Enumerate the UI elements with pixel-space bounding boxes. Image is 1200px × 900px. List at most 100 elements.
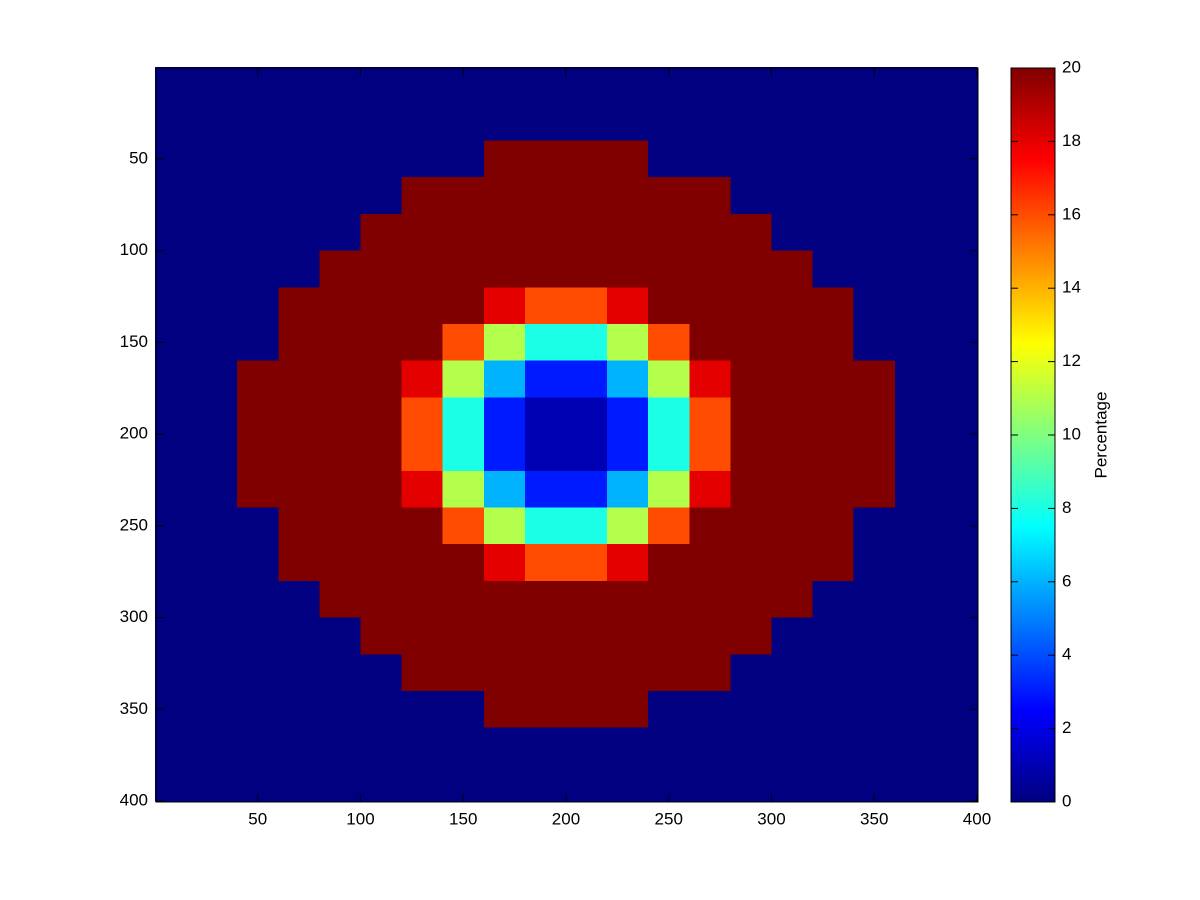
heatmap-cell: [607, 617, 649, 655]
heatmap-cell: [607, 287, 649, 325]
heatmap-cell: [935, 580, 978, 619]
heatmap-cell: [319, 617, 362, 655]
heatmap-cell: [812, 727, 855, 765]
heatmap-cell: [648, 287, 690, 325]
heatmap-cell: [894, 360, 937, 398]
heatmap-cell: [319, 654, 362, 692]
heatmap-cell: [442, 654, 485, 692]
heatmap-cell: [689, 213, 731, 252]
colorbar-tick-label: 16: [1062, 204, 1081, 223]
heatmap-cell: [730, 764, 773, 802]
heatmap-cell: [524, 470, 567, 509]
colorbar-tick-label: 14: [1062, 278, 1081, 297]
heatmap-cell: [483, 140, 526, 178]
heatmap-cell: [524, 360, 567, 398]
heatmap-cell: [771, 654, 814, 692]
heatmap-cell: [360, 213, 403, 252]
heatmap-cell: [730, 177, 773, 215]
heatmap-cell: [524, 323, 567, 362]
heatmap-cell: [237, 140, 279, 178]
heatmap-cell: [360, 470, 403, 509]
heatmap-cell: [196, 470, 238, 509]
heatmap-cell: [894, 470, 937, 509]
heatmap-cell: [853, 434, 896, 472]
heatmap-cell: [442, 250, 485, 288]
heatmap-cell: [319, 690, 362, 729]
heatmap-cell: [730, 140, 773, 178]
colorbar-tick-label: 4: [1062, 645, 1071, 664]
heatmap-cell: [689, 360, 731, 398]
heatmap-cell: [154, 67, 197, 105]
colorbar-tick-label: 8: [1062, 498, 1071, 517]
heatmap-cell: [853, 250, 896, 288]
heatmap-cell: [894, 140, 937, 178]
heatmap-cell: [607, 140, 649, 178]
heatmap-cell: [565, 544, 608, 582]
heatmap-cell: [812, 470, 855, 509]
colorbar-tick-label: 6: [1062, 571, 1071, 590]
heatmap-cell: [483, 323, 526, 362]
heatmap-cell: [319, 323, 362, 362]
heatmap-cell: [278, 287, 320, 325]
heatmap-cell: [771, 544, 814, 582]
heatmap-cell: [771, 67, 814, 105]
heatmap-cell: [648, 617, 690, 655]
colorbar-tick-label: 10: [1062, 424, 1081, 443]
heatmap-cell: [894, 617, 937, 655]
heatmap-cell: [812, 617, 855, 655]
heatmap-cell: [401, 764, 444, 802]
heatmap-cell: [853, 617, 896, 655]
heatmap-cell: [894, 544, 937, 582]
heatmap-cell: [154, 727, 197, 765]
heatmap-cell: [196, 213, 238, 252]
heatmap-cell: [360, 434, 403, 472]
heatmap-cell: [689, 764, 731, 802]
x-tick-label: 200: [552, 809, 580, 828]
heatmap-cell: [401, 617, 444, 655]
heatmap-cell: [771, 580, 814, 619]
heatmap-cell: [442, 544, 485, 582]
heatmap-cell: [196, 727, 238, 765]
heatmap-cell: [565, 727, 608, 765]
heatmap-cell: [154, 654, 197, 692]
heatmap-cell: [154, 287, 197, 325]
heatmap-cell: [237, 727, 279, 765]
heatmap-cell: [524, 103, 567, 142]
heatmap-cell: [524, 213, 567, 252]
heatmap-cell: [401, 250, 444, 288]
heatmap-cell: [812, 507, 855, 545]
heatmap-cell: [278, 727, 320, 765]
heatmap-cell: [278, 470, 320, 509]
heatmap-cell: [278, 397, 320, 435]
heatmap-cell: [935, 250, 978, 288]
heatmap-cell: [360, 323, 403, 362]
heatmap-cell: [935, 470, 978, 509]
heatmap-cell: [319, 470, 362, 509]
heatmap-cell: [278, 67, 320, 105]
heatmap-cell: [360, 103, 403, 142]
heatmap-cell: [853, 690, 896, 729]
heatmap-cell: [771, 177, 814, 215]
heatmap-cell: [319, 764, 362, 802]
heatmap-cell: [894, 213, 937, 252]
heatmap-cell: [401, 397, 444, 435]
heatmap-cell: [442, 617, 485, 655]
heatmap-cell: [812, 250, 855, 288]
heatmap-cell: [771, 323, 814, 362]
heatmap-cell: [401, 323, 444, 362]
heatmap-cell: [771, 287, 814, 325]
heatmap-cell: [154, 250, 197, 288]
heatmap-cell: [607, 470, 649, 509]
heatmap-cell: [360, 250, 403, 288]
heatmap-cell: [524, 287, 567, 325]
heatmap-cell: [648, 544, 690, 582]
heatmap-cell: [360, 544, 403, 582]
heatmap-cell: [483, 507, 526, 545]
colorbar-tick-label: 18: [1062, 131, 1081, 150]
heatmap-cell: [154, 103, 197, 142]
heatmap-cell: [894, 250, 937, 288]
heatmap-cell: [730, 360, 773, 398]
x-tick-label: 100: [346, 809, 374, 828]
heatmap-cell: [565, 360, 608, 398]
heatmap-cell: [771, 250, 814, 288]
